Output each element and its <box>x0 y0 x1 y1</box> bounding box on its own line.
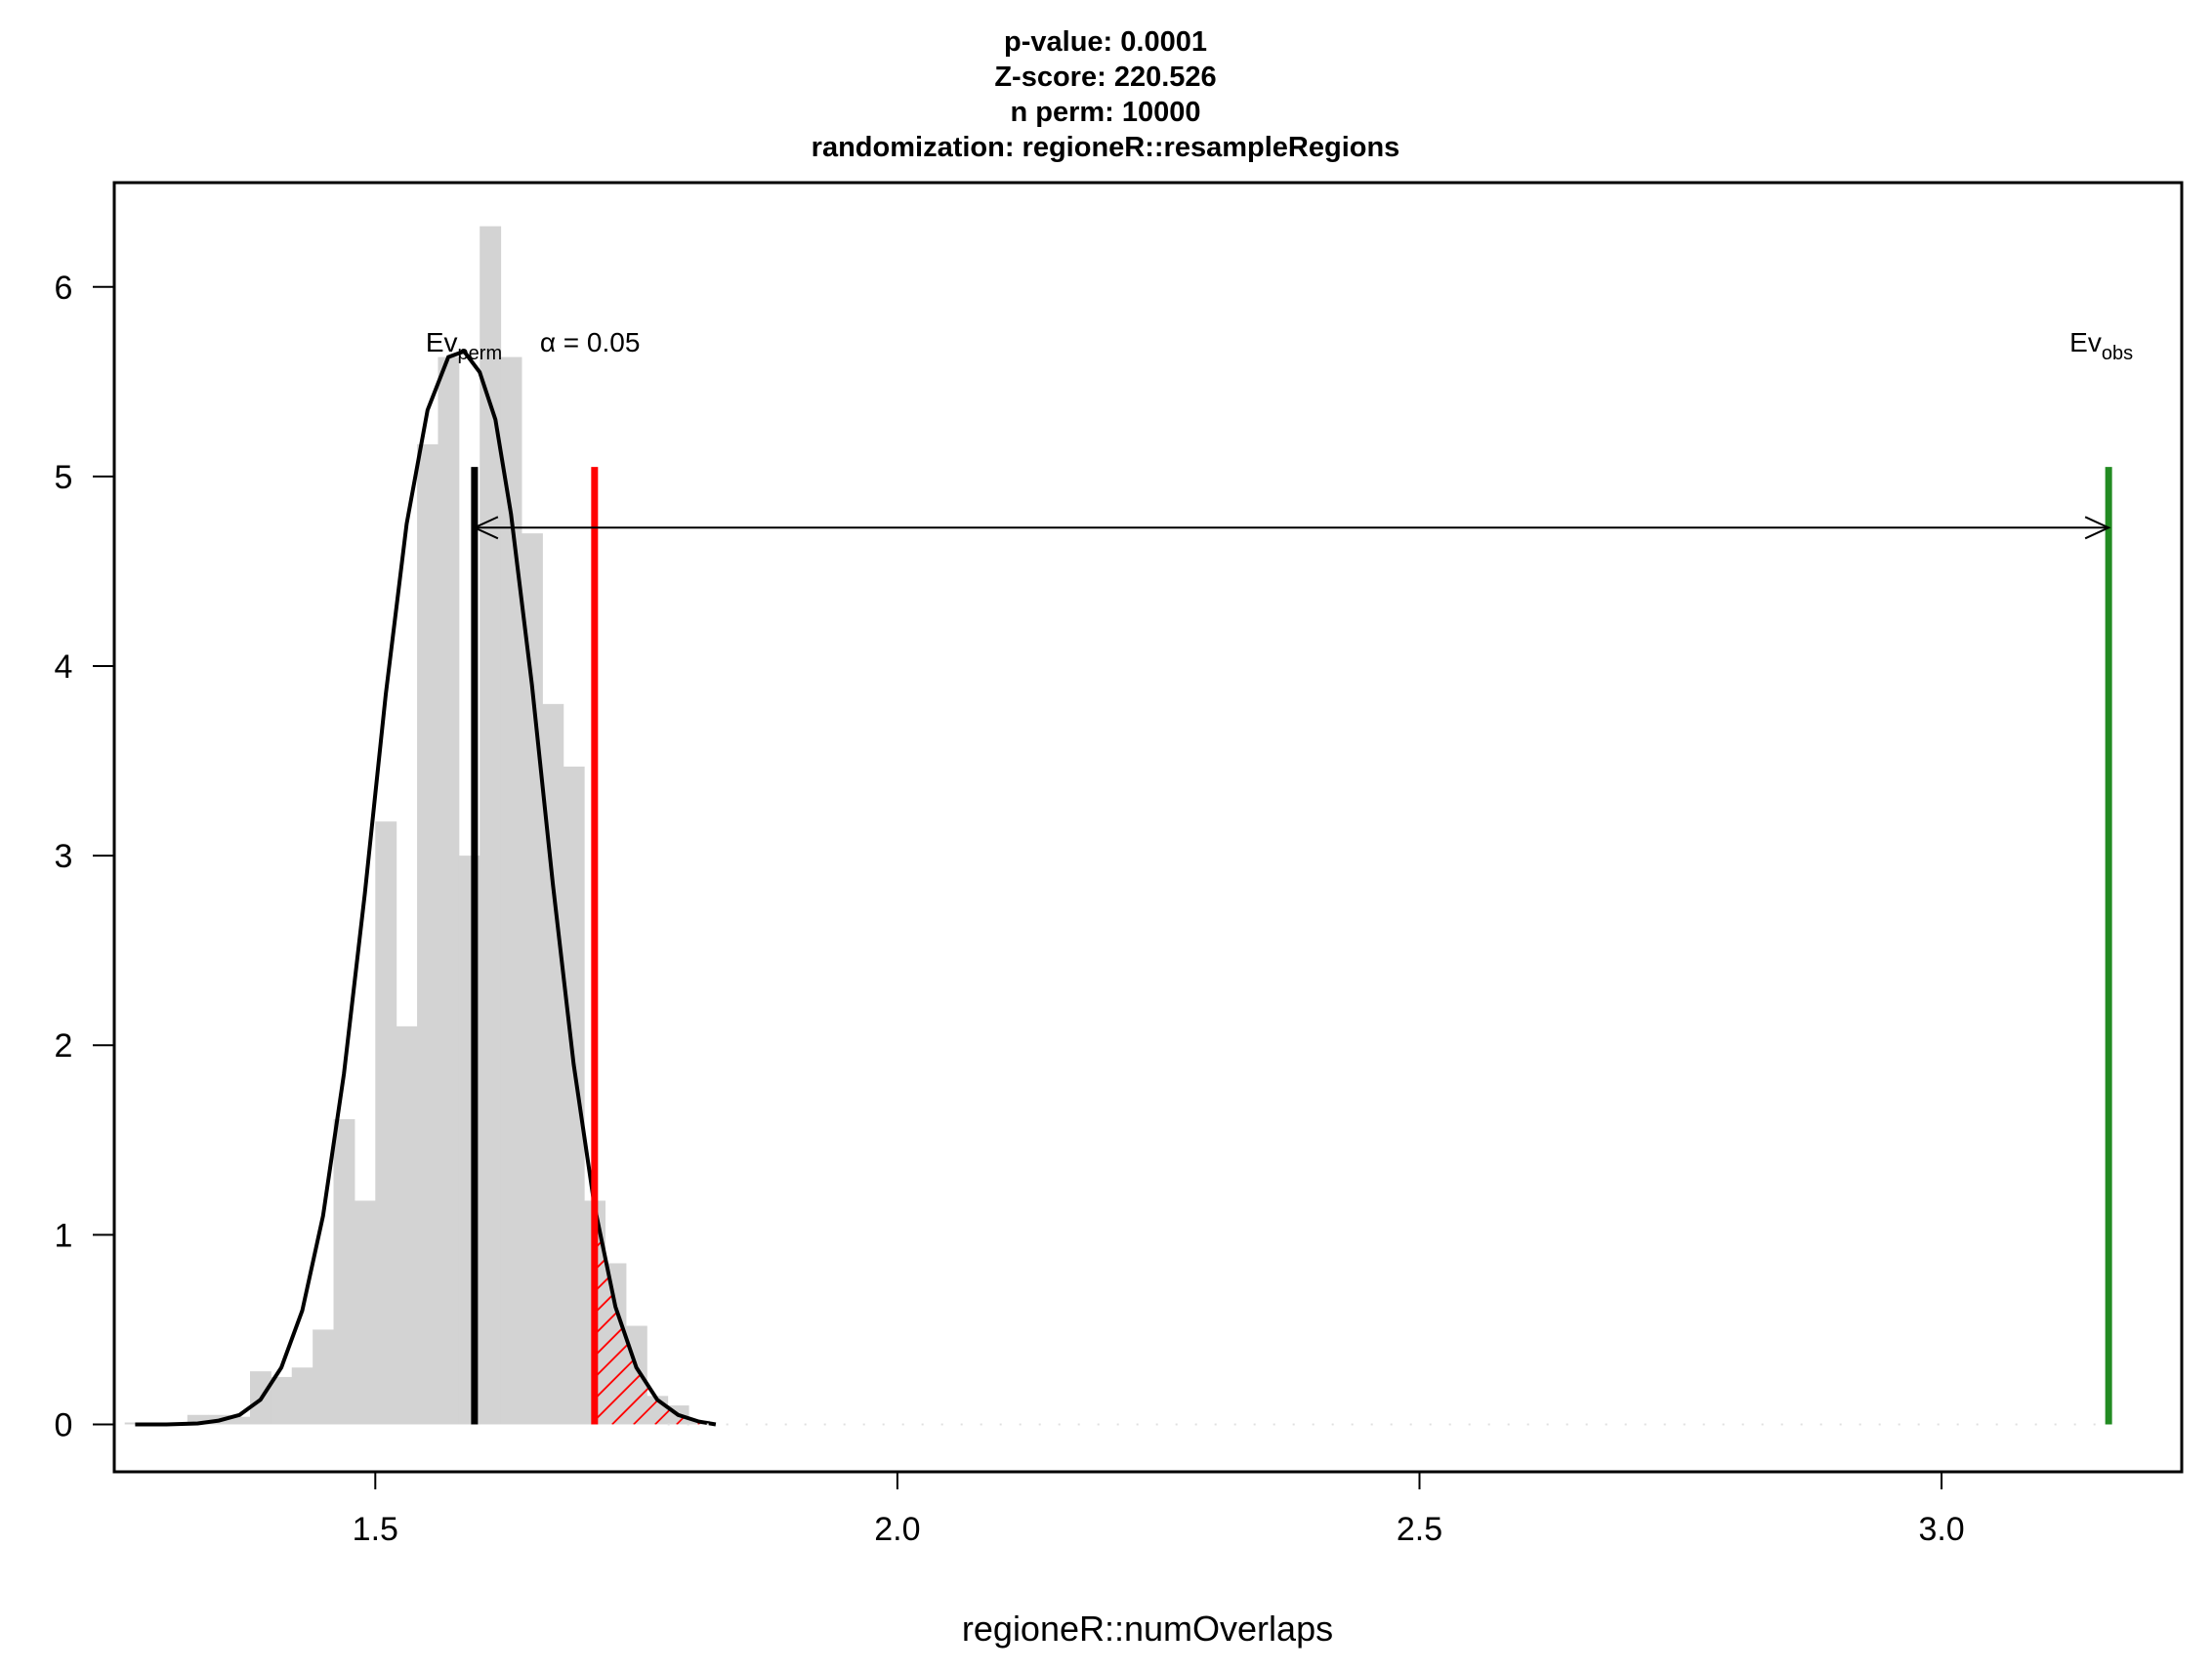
title-z-score: Z-score: 220.526 <box>994 62 1216 93</box>
hatch-line <box>913 1131 1206 1424</box>
histogram-bar <box>229 1416 251 1425</box>
hatch-line <box>654 1206 716 1425</box>
chart-title: p-value: 0.0001 Z-score: 220.526 n perm:… <box>812 26 1400 163</box>
hatch-line <box>784 1131 1077 1424</box>
y-tick-label: 6 <box>55 270 73 307</box>
hatch-line <box>763 1131 1056 1424</box>
histogram-bar <box>521 533 543 1425</box>
histogram-bar <box>438 356 460 1425</box>
hatch-line <box>697 1206 716 1425</box>
histogram-bar <box>542 703 564 1425</box>
hatch-line <box>978 1131 1271 1424</box>
x-tick-label: 2.0 <box>874 1511 920 1548</box>
histogram-bar <box>417 443 438 1425</box>
hatch-line <box>594 1206 716 1425</box>
histogram-bar <box>313 1329 335 1425</box>
histogram-bar <box>291 1367 313 1425</box>
histogram-bars <box>124 226 710 1425</box>
x-tick-label: 1.5 <box>353 1511 398 1548</box>
title-n-perm: n perm: 10000 <box>1010 97 1200 128</box>
y-tick-label: 4 <box>55 648 73 686</box>
histogram-bar <box>354 1200 376 1425</box>
x-tick-label: 2.5 <box>1397 1511 1442 1548</box>
hatch-line <box>935 1131 1228 1424</box>
histogram-bar <box>480 226 502 1425</box>
y-tick-label: 0 <box>55 1406 73 1443</box>
hatch-line <box>892 1131 1185 1424</box>
title-randomization: randomization: regioneR::resampleRegions <box>812 132 1400 163</box>
hatch-line <box>720 1131 1013 1424</box>
alpha-label: α = 0.05 <box>540 327 641 357</box>
y-axis: 0 1 2 3 4 5 6 <box>55 270 114 1443</box>
x-axis: 1.5 2.0 2.5 3.0 <box>353 1471 1965 1548</box>
density-curve-line <box>135 349 717 1427</box>
histogram-bar <box>500 356 522 1425</box>
density-curve <box>135 349 717 1427</box>
hatch-line <box>870 1131 1163 1424</box>
histogram-bar <box>187 1414 209 1425</box>
line-labels: Evperm α = 0.05 Evobs <box>426 327 2133 364</box>
y-tick-label: 2 <box>55 1027 73 1065</box>
vertical-lines <box>471 467 2112 1426</box>
histogram-bar <box>271 1376 293 1425</box>
x-tick-label: 3.0 <box>1918 1511 1964 1548</box>
arrow-head-right <box>2084 516 2111 540</box>
x-axis-title: regioneR::numOverlaps <box>962 1609 1333 1649</box>
y-tick-label: 1 <box>55 1217 73 1254</box>
hatch-line <box>633 1206 716 1425</box>
y-tick-label: 5 <box>55 459 73 496</box>
hatch-line <box>956 1131 1249 1424</box>
hatch-line <box>676 1206 716 1425</box>
hatch-line <box>806 1131 1099 1424</box>
hatch-line <box>827 1131 1120 1424</box>
arrow-head-left <box>472 516 499 540</box>
ev-perm-label: Evperm <box>426 327 502 364</box>
histogram-bar <box>396 1025 418 1425</box>
hatch-line <box>849 1131 1142 1424</box>
histogram-bar <box>333 1118 355 1425</box>
hatch-line <box>741 1131 1034 1424</box>
y-tick-label: 3 <box>55 838 73 875</box>
hatch-line <box>611 1206 716 1425</box>
ev-obs-label: Evobs <box>2069 327 2133 364</box>
histogram-bar <box>375 821 397 1425</box>
distance-arrow <box>472 516 2111 540</box>
title-p-value: p-value: 0.0001 <box>1004 26 1207 58</box>
histogram-bar <box>563 766 585 1425</box>
